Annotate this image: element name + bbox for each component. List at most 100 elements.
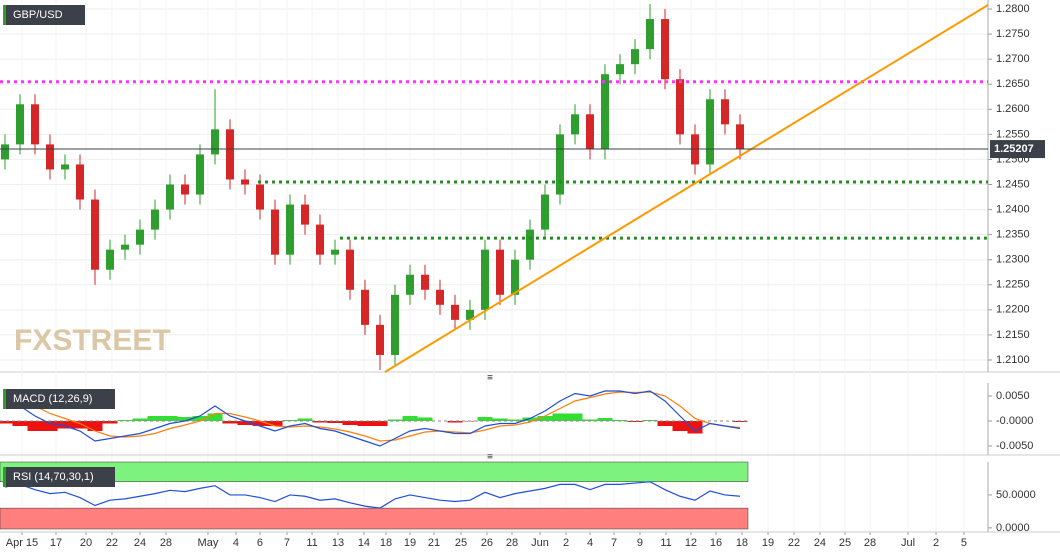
watermark: FXSTREET <box>14 324 171 357</box>
label-box <box>3 467 115 487</box>
x-tick-label: 25 <box>455 537 467 549</box>
candle-body <box>420 274 429 290</box>
candle-body <box>270 209 279 255</box>
pane-handle[interactable]: ≡ <box>487 373 493 384</box>
histogram-bar <box>597 418 613 421</box>
x-tick-label: 24 <box>814 537 826 549</box>
x-tick-label: 7 <box>611 537 617 549</box>
x-tick-label: 2 <box>933 537 939 549</box>
y-tick-label: 1.2400 <box>996 203 1030 215</box>
overbought-band <box>0 461 749 483</box>
candle-body <box>481 249 489 310</box>
x-tick-label: 19 <box>762 537 774 549</box>
x-tick-label: 7 <box>284 537 290 549</box>
candle-body <box>15 104 24 145</box>
histogram-bar <box>387 419 403 421</box>
candle-body <box>240 179 249 185</box>
histogram-bar <box>582 419 598 421</box>
x-tick-label: 28 <box>160 537 172 549</box>
histogram-bar <box>312 421 328 423</box>
candle-body <box>0 144 9 160</box>
histogram-bar <box>267 421 283 426</box>
candle-body <box>676 79 685 135</box>
candle-body <box>526 229 535 260</box>
histogram-bar <box>522 417 538 421</box>
x-tick-label: 11 <box>660 537 671 549</box>
signal-line <box>4 391 741 442</box>
candle-body <box>330 249 339 255</box>
histogram-bar <box>627 421 643 422</box>
x-tick-label: 22 <box>106 537 118 549</box>
candle-body <box>225 129 234 180</box>
y-tick-label: 1.2200 <box>996 304 1030 316</box>
y-tick-label: 1.2450 <box>996 178 1030 190</box>
histogram-bar <box>132 418 148 421</box>
candle-body <box>616 64 625 75</box>
y-tick-label: 0.0050 <box>996 390 1030 402</box>
x-tick-label: 19 <box>404 537 416 549</box>
pane-title: GBP/USD <box>13 9 63 21</box>
x-tick-label: 5 <box>961 537 967 549</box>
histogram-bar <box>372 421 388 426</box>
x-tick-label: Jun <box>531 537 549 549</box>
histogram-bar <box>192 416 208 421</box>
histogram-bar <box>402 416 418 421</box>
histogram-bar <box>417 417 433 421</box>
y-tick-label: 1.2300 <box>996 254 1030 266</box>
histogram-bar <box>342 421 358 425</box>
oversold-band <box>0 507 749 530</box>
candle-body <box>405 274 414 295</box>
candle-body <box>601 74 610 150</box>
histogram-bar <box>117 420 133 421</box>
candle-body <box>435 289 444 305</box>
histogram-bar <box>357 421 373 426</box>
candle-body <box>661 19 670 80</box>
pane-title: MACD (12,26,9) <box>13 393 92 405</box>
histogram-bar <box>177 417 193 421</box>
x-tick-label: 28 <box>506 537 518 549</box>
label-accent <box>3 389 6 409</box>
label-box <box>3 389 115 409</box>
x-tick-label: 11 <box>306 537 317 549</box>
pane-handle[interactable]: ≡ <box>487 452 493 463</box>
histogram-bar <box>252 421 268 426</box>
histogram-bar <box>477 417 493 421</box>
histogram-bar <box>207 413 223 421</box>
histogram-bar <box>567 413 583 421</box>
histogram-bar <box>147 416 163 421</box>
candle-body <box>450 304 459 320</box>
y-tick-label: 1.2350 <box>996 229 1030 241</box>
histogram-bar <box>27 421 43 431</box>
candle-body <box>375 324 384 355</box>
candle-body <box>165 184 174 210</box>
histogram-bar <box>222 421 238 424</box>
histogram-bar <box>162 416 178 421</box>
histogram-bar <box>297 418 313 421</box>
x-tick-label: 4 <box>233 537 239 549</box>
candle-body <box>631 49 640 65</box>
x-tick-label: 28 <box>864 537 876 549</box>
histogram-bar <box>447 421 463 423</box>
candle-body <box>571 114 580 135</box>
candle-body <box>511 259 519 295</box>
candle-body <box>150 209 159 230</box>
label-accent <box>3 467 6 487</box>
pane-title: RSI (14,70,30,1) <box>13 471 94 483</box>
x-tick-label: 20 <box>80 537 92 549</box>
x-tick-label: 6 <box>257 537 263 549</box>
x-tick-label: 18 <box>736 537 748 549</box>
x-tick-label: May <box>198 537 219 549</box>
y-tick-label: -0.0000 <box>996 415 1033 427</box>
x-tick-label: 25 <box>839 537 851 549</box>
histogram-bar <box>57 421 73 429</box>
candle-body <box>586 114 595 150</box>
histogram-bar <box>237 421 253 425</box>
candle-body <box>60 164 69 170</box>
x-tick-label: 16 <box>710 537 722 549</box>
y-tick-label: -0.0050 <box>996 440 1033 452</box>
candle-body <box>736 124 745 149</box>
candle-body <box>285 204 294 255</box>
x-tick-label: 18 <box>380 537 392 549</box>
